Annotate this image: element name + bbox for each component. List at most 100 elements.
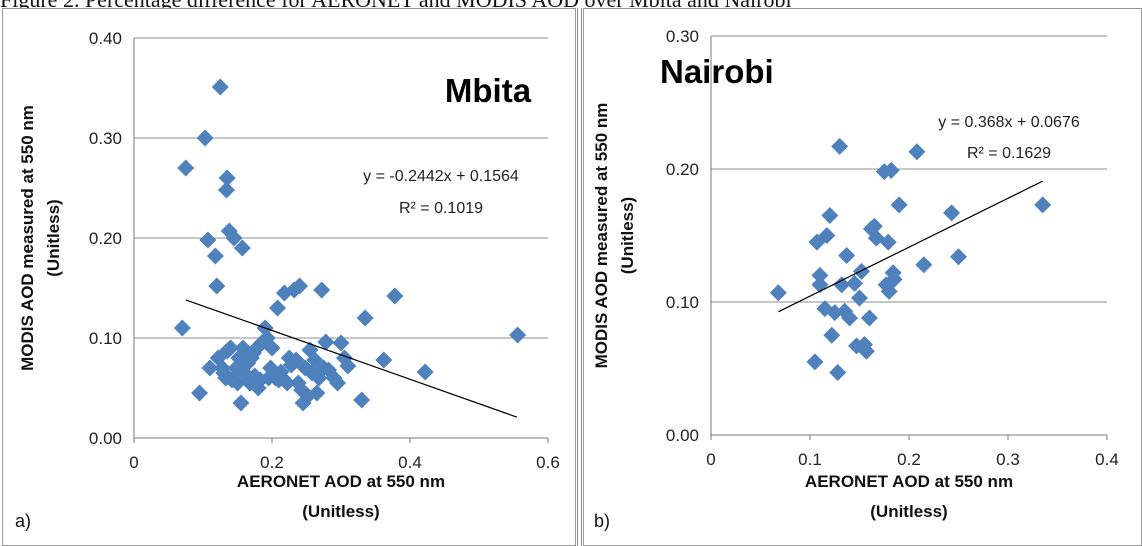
data-point <box>339 357 357 375</box>
data-point <box>199 231 217 249</box>
x-tick-label: 0.1 <box>798 450 822 469</box>
data-point <box>890 196 908 214</box>
data-point <box>233 239 251 257</box>
y-tick-label: 0.10 <box>666 293 699 312</box>
data-point <box>865 217 883 235</box>
chart-panel-nairobi: 0.00 0.10 0.20 0.30 0 0.1 0.2 0.3 0.4 Nairobi y = … <box>583 8 1142 546</box>
data-point <box>278 374 296 392</box>
y-tick-label: 0.10 <box>89 329 122 348</box>
data-point <box>852 262 870 280</box>
r-squared-label: R² = 0.1019 <box>399 200 483 217</box>
data-point <box>225 229 243 247</box>
data-point <box>811 276 829 294</box>
data-point <box>291 277 309 295</box>
data-point <box>211 78 229 96</box>
data-point <box>329 374 347 392</box>
data-point <box>177 159 195 177</box>
data-point <box>201 359 219 377</box>
y-tick-label: 0.00 <box>89 429 122 448</box>
regression-equation: y = 0.368x + 0.0676 <box>938 114 1080 131</box>
data-point <box>386 287 404 305</box>
data-point <box>823 326 841 344</box>
data-point <box>860 309 878 327</box>
x-tick-label: 0.4 <box>398 453 422 472</box>
data-point <box>208 277 226 295</box>
data-point <box>818 227 836 244</box>
y-axis-title: MODIS AOD measured at 550 nm <box>592 103 611 369</box>
data-point <box>841 309 859 327</box>
data-point <box>356 309 374 327</box>
data-point <box>882 161 900 179</box>
data-point <box>833 276 851 294</box>
data-point <box>943 204 961 222</box>
data-point <box>269 299 287 317</box>
data-point <box>317 333 335 351</box>
data-point <box>908 143 926 161</box>
y-tick-label: 0.30 <box>666 27 699 46</box>
panel-label: b) <box>594 511 610 531</box>
x-tick-label: 0.3 <box>996 450 1020 469</box>
data-point <box>838 246 856 264</box>
x-axis-title: AERONET AOD at 550 nm <box>237 472 445 491</box>
data-point <box>191 384 209 402</box>
data-point <box>217 181 235 199</box>
data-point <box>769 284 787 302</box>
panel-label: a) <box>15 511 31 531</box>
x-tick-label: 0.2 <box>897 450 921 469</box>
panel-divider <box>577 8 582 546</box>
y-tick-label: 0.40 <box>89 29 122 48</box>
y-tick-label: 0.00 <box>666 426 699 445</box>
x-axis-unit: (Unitless) <box>870 502 947 521</box>
r-squared-label: R² = 0.1629 <box>967 145 1051 162</box>
data-point <box>222 339 240 357</box>
y-axis-unit: (Unitless) <box>44 199 63 276</box>
data-point <box>206 247 224 265</box>
x-axis-title: AERONET AOD at 550 nm <box>805 472 1013 491</box>
data-point <box>950 248 967 266</box>
y-axis-title: MODIS AOD measured at 550 nm <box>18 105 37 371</box>
x-tick-label: 0.2 <box>260 453 284 472</box>
data-point <box>332 334 350 352</box>
scatter-chart-nairobi: 0.00 0.10 0.20 0.30 0 0.1 0.2 0.3 0.4 Nairobi y = … <box>592 27 1119 531</box>
data-point <box>836 302 854 320</box>
data-point <box>915 256 933 274</box>
data-point <box>416 363 434 381</box>
data-point <box>829 363 847 381</box>
data-point <box>857 342 875 360</box>
x-tick-label: 0 <box>706 450 715 469</box>
regression-equation: y = -0.2442x + 0.1564 <box>363 168 519 185</box>
y-tick-label: 0.20 <box>666 160 699 179</box>
data-point <box>826 304 844 322</box>
chart-title: Nairobi <box>660 53 774 90</box>
data-point <box>806 353 824 371</box>
scatter-chart-mbita: 0.00 0.10 0.20 0.30 0.40 0 0.2 0.4 0.6 Mbita y = -… <box>15 29 560 531</box>
y-axis-unit: (Unitless) <box>618 197 637 274</box>
data-point <box>218 169 236 187</box>
chart-title: Mbita <box>445 72 532 109</box>
data-point <box>308 384 326 402</box>
data-point <box>196 129 214 147</box>
data-point <box>879 233 897 251</box>
x-tick-label: 0.4 <box>1095 450 1119 469</box>
data-point <box>846 274 864 292</box>
data-point <box>509 326 527 344</box>
chart-panel-mbita: 0.00 0.10 0.20 0.30 0.40 0 0.2 0.4 0.6 Mbita y = -… <box>2 8 576 546</box>
data-point <box>851 289 868 307</box>
x-tick-label: 0.6 <box>536 453 560 472</box>
y-tick-label: 0.20 <box>89 229 122 248</box>
data-point <box>232 394 250 412</box>
data-point <box>263 339 281 357</box>
trendline <box>778 180 1043 313</box>
data-point <box>811 266 829 284</box>
y-tick-label: 0.30 <box>89 129 122 148</box>
x-axis-unit: (Unitless) <box>302 502 379 521</box>
data-point <box>313 281 331 299</box>
data-point <box>885 270 903 288</box>
data-point <box>1034 196 1052 214</box>
data-point <box>821 207 839 225</box>
x-tick-label: 0 <box>129 453 138 472</box>
data-point <box>375 351 393 369</box>
data-point <box>831 137 849 155</box>
data-point <box>249 379 267 397</box>
trendline <box>185 299 518 418</box>
